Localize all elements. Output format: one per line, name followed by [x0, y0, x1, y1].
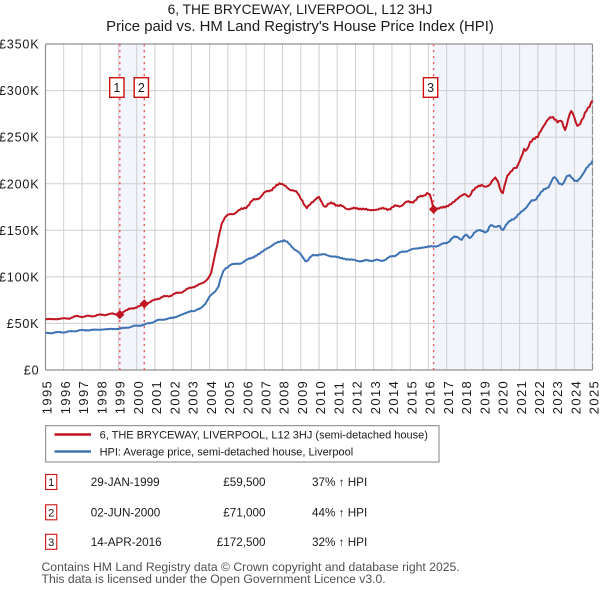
svg-text:2023: 2023 — [550, 380, 565, 414]
svg-text:2014: 2014 — [386, 380, 401, 414]
svg-text:2009: 2009 — [295, 380, 310, 414]
svg-text:2000: 2000 — [131, 380, 146, 414]
svg-text:2005: 2005 — [222, 380, 237, 414]
svg-text:1995: 1995 — [40, 380, 55, 414]
svg-text:2021: 2021 — [514, 380, 529, 414]
svg-text:2025: 2025 — [587, 380, 600, 414]
svg-text:HPI: Average price, semi-detac: HPI: Average price, semi-detached house,… — [100, 446, 354, 458]
svg-text:2008: 2008 — [277, 380, 292, 414]
svg-text:2024: 2024 — [569, 380, 584, 414]
svg-text:2: 2 — [48, 507, 54, 519]
svg-text:29-JAN-1999: 29-JAN-1999 — [91, 476, 160, 489]
svg-text:1996: 1996 — [58, 380, 73, 414]
svg-text:2018: 2018 — [459, 380, 474, 414]
svg-text:£172,500: £172,500 — [217, 536, 266, 549]
svg-text:2016: 2016 — [423, 380, 438, 414]
svg-text:1997: 1997 — [76, 380, 91, 414]
svg-text:2002: 2002 — [167, 380, 182, 414]
svg-text:£150K: £150K — [0, 224, 39, 238]
svg-text:2013: 2013 — [368, 380, 383, 414]
svg-text:2003: 2003 — [186, 380, 201, 414]
svg-text:2015: 2015 — [404, 380, 419, 414]
svg-text:2006: 2006 — [240, 380, 255, 414]
svg-text:44% ↑ HPI: 44% ↑ HPI — [312, 506, 367, 519]
svg-text:2010: 2010 — [313, 380, 328, 414]
svg-text:£0: £0 — [24, 364, 40, 378]
svg-text:2017: 2017 — [441, 380, 456, 414]
svg-text:1: 1 — [113, 81, 120, 95]
svg-text:32% ↑ HPI: 32% ↑ HPI — [312, 536, 367, 549]
svg-text:1998: 1998 — [94, 380, 109, 414]
svg-text:3: 3 — [427, 81, 434, 95]
svg-text:1: 1 — [48, 477, 54, 489]
svg-text:2: 2 — [138, 81, 145, 95]
svg-text:£200K: £200K — [0, 177, 39, 191]
svg-text:2007: 2007 — [259, 380, 274, 414]
svg-text:2012: 2012 — [350, 380, 365, 414]
svg-text:2020: 2020 — [496, 380, 511, 414]
svg-text:£71,000: £71,000 — [223, 506, 266, 519]
svg-text:£300K: £300K — [0, 84, 39, 98]
svg-text:2004: 2004 — [204, 380, 219, 414]
svg-text:2019: 2019 — [477, 380, 492, 414]
svg-text:14-APR-2016: 14-APR-2016 — [91, 536, 162, 549]
svg-text:£350K: £350K — [0, 38, 39, 52]
svg-text:£100K: £100K — [0, 271, 39, 285]
svg-text:02-JUN-2000: 02-JUN-2000 — [91, 506, 161, 519]
svg-text:1999: 1999 — [113, 380, 128, 414]
svg-text:Price paid vs. HM Land Registr: Price paid vs. HM Land Registry's House … — [106, 19, 494, 35]
svg-text:2022: 2022 — [532, 380, 547, 414]
svg-text:3: 3 — [48, 537, 54, 549]
svg-text:37% ↑ HPI: 37% ↑ HPI — [312, 476, 367, 489]
svg-text:2011: 2011 — [331, 381, 346, 414]
svg-text:This data is licensed under th: This data is licensed under the Open Gov… — [42, 572, 386, 586]
svg-text:2001: 2001 — [149, 380, 164, 414]
svg-text:£59,500: £59,500 — [223, 476, 266, 489]
svg-text:6, THE BRYCEWAY, LIVERPOOL, L1: 6, THE BRYCEWAY, LIVERPOOL, L12 3HJ (sem… — [100, 430, 428, 442]
svg-text:6, THE BRYCEWAY, LIVERPOOL, L1: 6, THE BRYCEWAY, LIVERPOOL, L12 3HJ — [168, 2, 433, 17]
svg-text:Contains HM Land Registry data: Contains HM Land Registry data © Crown c… — [42, 560, 460, 574]
svg-text:£250K: £250K — [0, 131, 39, 145]
svg-text:£50K: £50K — [7, 317, 40, 331]
